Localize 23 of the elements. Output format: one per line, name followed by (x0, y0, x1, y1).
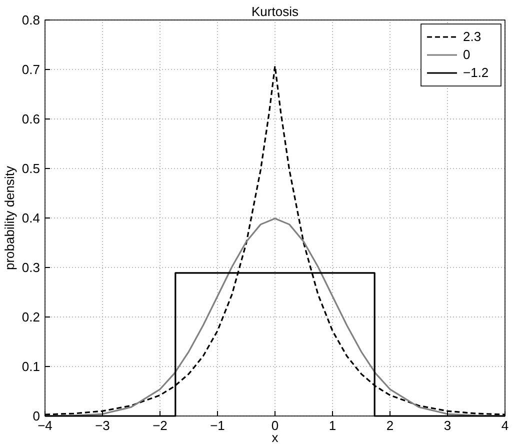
x-tick-label: −3 (95, 418, 110, 433)
y-tick-label: 0.1 (22, 359, 40, 374)
y-tick-label: 0.8 (22, 12, 40, 28)
x-axis-title: x (272, 430, 279, 444)
chart-title: Kurtosis (252, 4, 299, 19)
y-tick-label: 0.4 (22, 210, 40, 226)
x-tick-label: 4 (501, 418, 509, 433)
legend-label: −1.2 (463, 65, 489, 80)
y-tick-label: 0.5 (22, 161, 40, 176)
y-tick-label: 0.6 (22, 112, 40, 126)
x-tick-label: −2 (152, 418, 168, 433)
x-tick-label: 3 (444, 418, 452, 433)
x-tick-label: 2 (386, 418, 394, 433)
y-tick-label: 0.7 (22, 62, 40, 77)
legend-label: 0 (463, 47, 470, 62)
y-tick-label: 0.2 (22, 310, 40, 324)
x-tick-label: −1 (210, 418, 225, 433)
y-tick-label: 0.3 (22, 260, 40, 275)
legend-label: 2.3 (463, 29, 482, 44)
y-axis-title: probability density (2, 165, 17, 270)
x-tick-label: 0 (271, 418, 279, 433)
x-tick-label: 1 (328, 418, 336, 433)
y-tick-label: 0 (32, 408, 40, 424)
